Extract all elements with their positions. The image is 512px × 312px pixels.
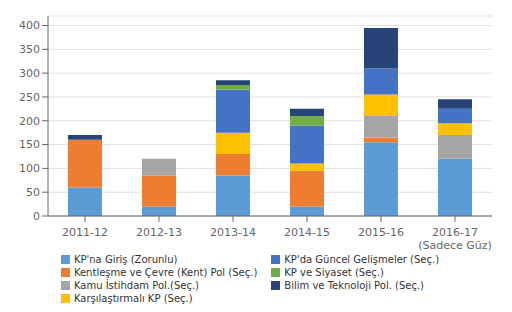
svg-text:2016-17(Sadece Güz): 2016-17(Sadece Güz) [418, 226, 492, 252]
svg-text:2015-16: 2015-16 [358, 226, 404, 239]
html-text:Karşılaştırmalı KP (Seç.): Karşılaştırmalı KP (Seç.) [73, 293, 193, 304]
html-text:KP'na Giriş (Zorunlu): KP'na Giriş (Zorunlu) [73, 254, 178, 265]
svg-text:0: 0 [33, 210, 40, 223]
svg-text:300: 300 [19, 67, 40, 80]
svg-text:2011-12: 2011-12 [62, 226, 108, 239]
svg-text:400: 400 [19, 19, 40, 32]
svg-text:50: 50 [26, 186, 40, 199]
html-text:KP ve Siyaset (Seç.): KP ve Siyaset (Seç.) [284, 267, 384, 278]
html-text:Kamu İstihdam Pol.(Seç.): Kamu İstihdam Pol.(Seç.) [73, 280, 199, 291]
svg-text:2014-15: 2014-15 [284, 226, 330, 239]
svg-text:100: 100 [19, 162, 40, 175]
svg-text:2013-14: 2013-14 [210, 226, 256, 239]
html-text:KP'da Güncel Gelişmeler (Seç.): KP'da Güncel Gelişmeler (Seç.) [284, 254, 440, 265]
svg-text:350: 350 [19, 43, 40, 56]
html-text:Bilim ve Teknoloji Pol. (Seç.): Bilim ve Teknoloji Pol. (Seç.) [284, 280, 424, 291]
svg-text:2012-13: 2012-13 [136, 226, 182, 239]
html-text:Kentleşme ve Çevre (Kent) Pol: Kentleşme ve Çevre (Kent) Pol (Seç.) [73, 267, 258, 278]
svg-text:200: 200 [19, 115, 40, 128]
svg-text:150: 150 [19, 138, 40, 151]
svg-text:250: 250 [19, 91, 40, 104]
